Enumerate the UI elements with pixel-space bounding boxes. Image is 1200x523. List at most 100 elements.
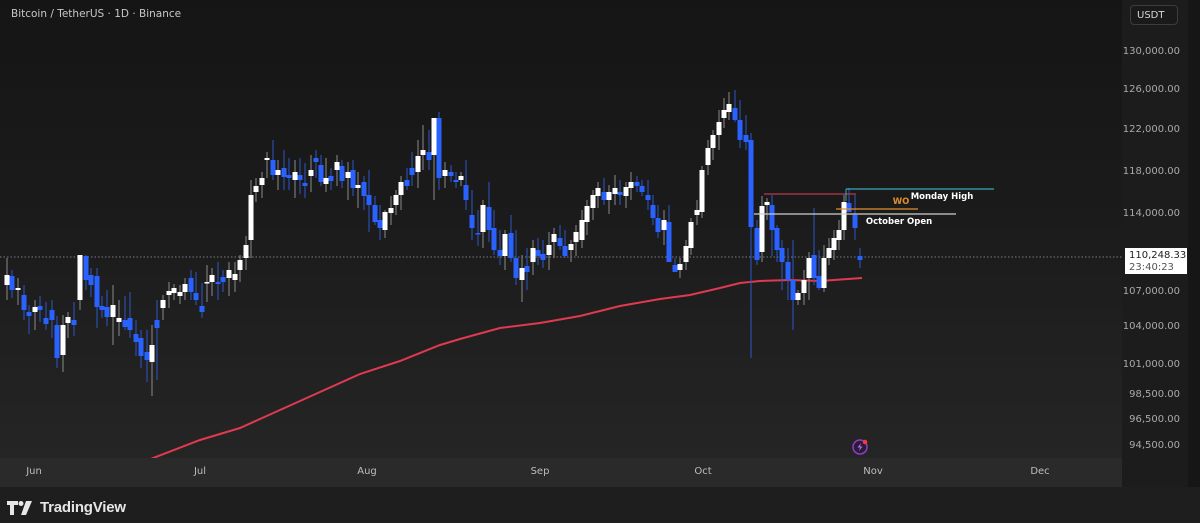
candle-body xyxy=(508,233,514,258)
candle-body xyxy=(677,264,683,270)
candle-body xyxy=(133,334,139,342)
lightning-icon[interactable] xyxy=(852,439,868,455)
month-label: Nov xyxy=(863,466,883,477)
tradingview-logo[interactable]: TradingView xyxy=(7,499,126,516)
candle-body xyxy=(54,325,60,358)
candle-body xyxy=(431,118,437,155)
candle-body xyxy=(323,178,329,184)
candle-body xyxy=(160,300,166,308)
candle-body xyxy=(110,305,116,317)
candle-body xyxy=(617,192,623,195)
candle-body xyxy=(204,282,210,284)
price-tick-label: 96,500.00 xyxy=(1129,414,1180,425)
candle-body xyxy=(816,276,822,288)
moving-average-line xyxy=(150,277,863,458)
candle-body xyxy=(339,166,345,181)
candle-body xyxy=(60,325,66,355)
candle-body xyxy=(710,135,716,148)
candle-body xyxy=(270,160,276,175)
candle-body xyxy=(420,150,426,155)
candle-body xyxy=(77,255,83,300)
candle-body xyxy=(519,268,525,280)
candle-body xyxy=(32,307,38,312)
price-tick-label: 94,500.00 xyxy=(1129,440,1180,451)
price-tick-label: 107,000.00 xyxy=(1122,286,1180,297)
candle-body xyxy=(463,185,469,200)
currency-button[interactable]: USDT xyxy=(1130,5,1178,25)
candle-body xyxy=(404,180,410,186)
candle-body xyxy=(857,256,863,260)
candle-body xyxy=(836,230,842,240)
candle-body xyxy=(705,148,711,165)
candle-body xyxy=(182,284,188,292)
candle-body xyxy=(688,222,694,248)
candle-body xyxy=(409,168,415,175)
price-tick-label: 101,000.00 xyxy=(1122,359,1180,370)
candle-body xyxy=(302,183,308,186)
month-label: Jun xyxy=(26,466,42,477)
candle-body xyxy=(475,233,481,235)
candle-body xyxy=(530,248,536,262)
candle-body xyxy=(573,232,579,242)
candle-body xyxy=(645,195,651,200)
candle-body xyxy=(248,195,254,240)
candle-body xyxy=(88,275,94,285)
month-label: Jul xyxy=(193,466,207,477)
candle-body xyxy=(313,158,319,162)
candle-body xyxy=(382,212,388,230)
candle-body xyxy=(253,186,259,192)
candle-body xyxy=(568,244,574,250)
candle-body xyxy=(453,180,459,182)
candle-body xyxy=(811,255,817,278)
candle-body xyxy=(138,338,144,356)
candle-body xyxy=(99,306,105,310)
candle-body xyxy=(562,246,568,256)
candle-body xyxy=(243,245,249,258)
candle-body xyxy=(171,288,177,293)
price-tick-label: 98,500.00 xyxy=(1129,389,1180,400)
candle-body xyxy=(122,320,128,327)
candle-body xyxy=(318,165,324,182)
candle-body xyxy=(361,182,367,196)
time-axis[interactable]: Jun Jul Aug Sep Oct Nov Dec xyxy=(0,458,1122,487)
candle-body xyxy=(308,170,314,176)
bar-countdown: 23:40:23 xyxy=(1129,262,1174,273)
candle-body xyxy=(557,238,563,246)
wo-label: WO xyxy=(893,197,910,207)
candle-body xyxy=(480,205,486,232)
candle-body xyxy=(415,156,421,172)
candle-body xyxy=(666,222,672,262)
october-open-label: October Open xyxy=(866,217,932,227)
chart-panel[interactable]: Monday High WO October Open Bitcoin / Teth… xyxy=(0,0,1123,487)
candle-body xyxy=(779,248,785,262)
price-tick-label: 104,000.00 xyxy=(1122,321,1180,332)
candle-body xyxy=(65,317,71,323)
candle-body xyxy=(43,318,49,324)
candle-body xyxy=(21,295,27,310)
candle-body xyxy=(759,206,765,252)
candle-body xyxy=(199,306,205,312)
candle-body xyxy=(699,170,705,212)
candle-body xyxy=(551,234,557,242)
candle-body xyxy=(540,254,546,260)
candle-body xyxy=(726,104,732,112)
candle-body xyxy=(149,345,155,362)
candle-body xyxy=(350,170,356,188)
price-axis[interactable]: 130,000.00 126,000.00 122,000.00 118,000.00… xyxy=(1122,0,1188,487)
candle-body xyxy=(491,228,497,250)
candle-body xyxy=(388,208,394,213)
candle-body xyxy=(4,275,10,285)
candle-body xyxy=(116,318,122,322)
month-label: Oct xyxy=(694,466,712,477)
candle-body xyxy=(841,202,847,230)
candle-body xyxy=(177,292,183,296)
candle-body xyxy=(790,280,796,300)
price-tick-label: 118,000.00 xyxy=(1122,166,1180,177)
candle-body xyxy=(579,220,585,240)
candle-body xyxy=(209,275,215,282)
current-price-tag: 110,248.33 23:40:23 xyxy=(1125,248,1187,274)
footer xyxy=(0,487,1200,523)
candle-body xyxy=(259,178,265,185)
candle-body xyxy=(584,206,590,222)
